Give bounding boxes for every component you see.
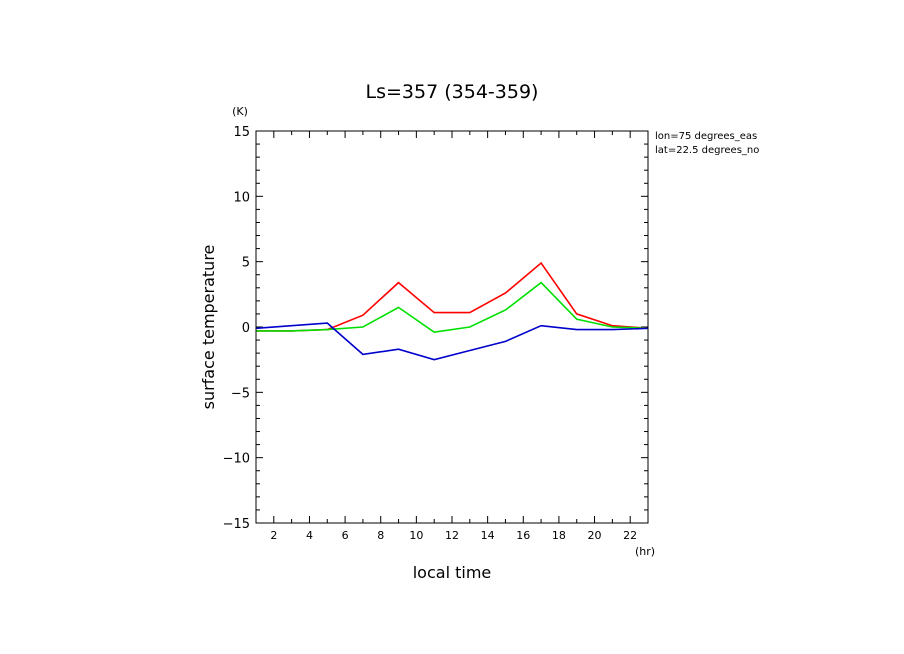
y-tick-label: 5 [242, 256, 250, 271]
series-lines [255, 261, 649, 361]
annotation-lon: lon=75 degrees_eas [655, 131, 757, 142]
x-tick-label: 2 [270, 529, 277, 542]
x-tick-label: 6 [342, 529, 349, 542]
chart-title: Ls=357 (354-359) [366, 81, 539, 103]
y-axis-label: surface temperature [199, 245, 218, 410]
x-tick-label: 8 [377, 529, 384, 542]
x-axis-unit: (hr) [635, 545, 655, 558]
x-tick-label: 18 [552, 529, 566, 542]
y-tick-label: 15 [233, 125, 250, 140]
x-tick-label: 16 [516, 529, 530, 542]
y-axis-unit: (K) [232, 105, 248, 118]
x-tick-label: 14 [481, 529, 495, 542]
axis-ticks: 2 4 6 8 10 12 14 16 18 20 22 −15 −10 −5 0 5 10 15 [223, 125, 649, 542]
series-line-2 [256, 281, 649, 334]
series-line-1 [256, 261, 649, 332]
x-tick-label: 4 [306, 529, 313, 542]
y-tick-label: −15 [223, 517, 250, 532]
x-tick-label: 10 [409, 529, 423, 542]
y-tick-label: −10 [223, 452, 250, 467]
x-tick-label: 22 [623, 529, 637, 542]
plot-frame [255, 130, 649, 524]
x-tick-label: 20 [588, 529, 602, 542]
series-line-3 [255, 322, 649, 361]
annotation-lat: lat=22.5 degrees_no [655, 145, 759, 156]
x-tick-label: 12 [445, 529, 459, 542]
y-tick-label: 10 [233, 190, 250, 205]
y-tick-label: 0 [242, 321, 250, 336]
x-axis-label: local time [413, 563, 492, 582]
y-tick-label: −5 [231, 386, 250, 401]
